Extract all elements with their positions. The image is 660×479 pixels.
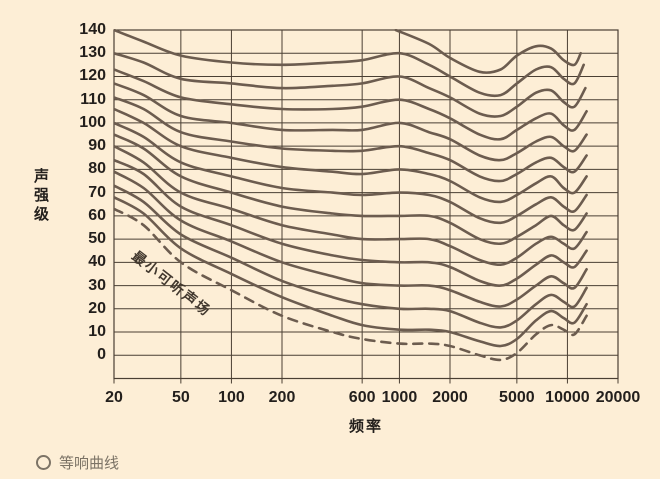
x-tick-label: 1000 [381,389,418,406]
x-tick-label: 5000 [499,389,535,406]
contour-50 [114,144,588,267]
x-tick-label: 100 [218,389,245,406]
y-tick-label: 80 [88,160,106,178]
contour-100 [114,82,588,162]
x-tick-label: 50 [171,389,190,406]
y-axis-title: 声强级 [32,168,49,225]
x-tick-label: 200 [268,389,296,406]
y-tick-label: 120 [79,67,106,85]
contour-70 [114,121,588,225]
y-tick-label: 0 [97,346,106,364]
y-tick-label: 140 [79,21,106,38]
contour-130 [114,29,585,98]
y-tick-label: 90 [88,137,106,155]
y-tick-label: 50 [88,230,106,248]
contour-90 [114,96,588,183]
y-tick-label: 20 [88,299,106,317]
figure-caption: 等响曲线 [36,452,119,473]
x-axis-title: 频率 [348,418,383,435]
contour-20 [114,184,588,329]
y-tick-label: 40 [88,253,106,271]
contour-120 [114,51,587,118]
y-tick-label: 130 [79,44,106,62]
contour-110 [114,68,588,141]
x-tick-label: 20000 [595,389,641,406]
y-tick-label: 10 [88,323,106,341]
x-tick-label: 20 [105,389,123,406]
y-tick-label: 70 [88,183,106,201]
y-tick-label: 110 [80,90,106,108]
contour-80 [114,107,588,204]
x-tick-label: 2000 [432,389,468,406]
contour-40 [114,158,588,287]
circle-bullet-icon [36,455,51,470]
caption-text: 等响曲线 [59,455,120,472]
contour-140 [394,29,582,74]
x-tick-label: 10000 [545,389,590,406]
contour-30 [114,170,588,308]
contour-最小可听声场 [114,207,588,362]
y-tick-label: 60 [88,206,106,224]
y-tick-label: 100 [79,113,106,131]
contour-10 [114,196,588,348]
y-tick-label: 30 [88,276,106,294]
contour-60 [114,133,588,246]
x-tick-label: 600 [348,389,376,406]
